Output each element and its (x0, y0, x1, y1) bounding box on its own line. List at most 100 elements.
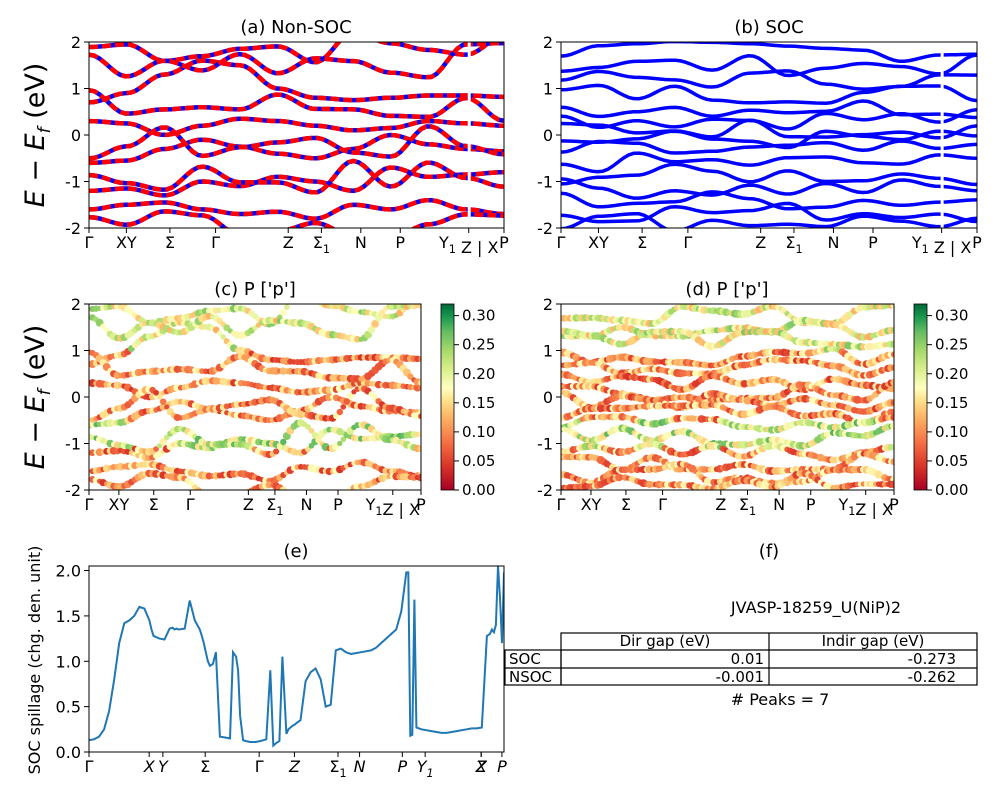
panel-c-y-tick-label: 1 (71, 342, 81, 361)
panel-c-point (379, 309, 386, 316)
panel-e-x-tick-label: Σ (200, 757, 210, 776)
panel-e-title: (e) (283, 541, 308, 562)
panel-a-band (89, 209, 504, 228)
panel-c-point (417, 445, 421, 453)
panel-d-x-tick-label: Γ (658, 495, 667, 514)
panel-d-x-tick-label: Σ1 (739, 495, 756, 518)
panel-a-band (89, 116, 504, 138)
panel-c-point (277, 444, 283, 450)
panel-c-point (417, 304, 421, 309)
panel-e-y-tick-label: 0.5 (56, 698, 81, 717)
panel-d-x-tick-label: Σ (621, 495, 631, 514)
panel-c-point (279, 309, 287, 316)
panel-d-point (890, 399, 894, 407)
panel-c-point (337, 440, 343, 447)
panel-c-point (206, 493, 212, 499)
panel-b-y-tick-label: 2 (543, 33, 553, 52)
panel-c-point (301, 291, 309, 299)
panel-d-point (891, 444, 894, 451)
panel-b-x-tick-label: Y1 Z | X (911, 233, 972, 257)
gap-table-nsoc-dir: -0.001 (716, 668, 764, 686)
panel-e-x-tick-label: Σ1 (329, 757, 346, 780)
panel-d-x-tick-label: Y1Z | X (837, 495, 892, 519)
panel-d-x-tick-label: Γ (557, 495, 566, 514)
panel-c-y-tick-label: 2 (71, 295, 81, 314)
panel-b-x-tick-label: Σ (637, 233, 647, 252)
gap-table-header-dir: Dir gap (eV) (620, 632, 711, 650)
gap-table-row-label-soc: SOC (509, 650, 541, 668)
panel-e-x-axis: Γ X Y Σ Γ Z Σ1 N P Y1 ZX P (85, 752, 507, 780)
panel-c-point (322, 496, 330, 504)
panel-a-band-soc-overlay (89, 87, 504, 124)
panel-e-x-tick-label: N (354, 757, 366, 776)
panel-e-x-tick-label: Γ (255, 757, 264, 776)
panel-b-y-tick-label: 1 (543, 80, 553, 99)
panel-c-point (298, 292, 304, 298)
panel-a-x-tick-label: P (499, 233, 509, 252)
panel-a-title: (a) Non-SOC (240, 17, 351, 38)
panel-a-x-tick-label: Γ (85, 233, 94, 252)
panel-d-point (890, 480, 894, 489)
panel-d-point (891, 364, 894, 371)
panel-d-colorbar-tick-label: 0.00 (935, 481, 968, 499)
panel-a-x-tick-label: P (395, 233, 405, 252)
panel-d-colorbar (913, 303, 928, 491)
panel-b-x-tick-label: Z (755, 233, 766, 252)
panel-c-colorbar-tick-label: 0.10 (462, 423, 495, 441)
panel-c-y-tick-label: 0 (71, 388, 81, 407)
panel-b-band (561, 83, 977, 105)
panel-c-point (216, 492, 224, 500)
panel-c-point (220, 492, 227, 499)
peaks-count: # Peaks = 7 (731, 690, 830, 709)
gap-table: Dir gap (eV) Indir gap (eV) SOC NSOC 0.0… (504, 632, 978, 686)
panel-d-y-axis: -2 -1 0 1 2 (537, 295, 561, 500)
panel-c-point (159, 398, 167, 405)
panel-c-point (164, 404, 170, 410)
panel-c-point (315, 436, 322, 444)
panel-a-band (89, 42, 504, 80)
panel-c-point (417, 384, 421, 391)
panel-d-point (890, 340, 894, 348)
panel-b-y-tick-label: -1 (537, 173, 553, 192)
panel-b-y-tick-label: 0 (543, 126, 553, 145)
panel-c-colorbar-tick-label: 0.00 (462, 481, 495, 499)
panel-c-point (326, 497, 332, 503)
panel-d-x-tick-label: P (806, 495, 816, 514)
panel-e-y-tick-label: 2.0 (56, 562, 81, 581)
panel-e-x-tick-label: Z (475, 757, 488, 776)
panel-a-band (89, 132, 504, 166)
panel-c-point (418, 431, 421, 437)
panel-c-x-tick-label: Σ1 (266, 495, 283, 518)
panel-c-point (305, 446, 311, 453)
panel-c-point (202, 492, 210, 500)
panel-c-x-tick-label: N (300, 495, 312, 514)
panel-a-band (89, 58, 504, 105)
panel-d-x-tick-label: Z (715, 495, 726, 514)
panel-c-point (371, 320, 379, 328)
panel-f-title: (f) (759, 541, 779, 562)
panel-c-point (228, 491, 233, 496)
panel-b-y-axis: -2 -1 0 1 2 (537, 33, 561, 238)
panel-b-band (561, 211, 977, 228)
panel-e-x-tick-label: Y1 (417, 757, 434, 780)
panel-a-band (89, 158, 504, 195)
panel-a-x-tick-label: Σ1 (313, 233, 330, 256)
panel-c-colorbar-tick-label: 0.15 (462, 394, 495, 412)
panel-a-path-break (467, 42, 471, 228)
panel-b-title: (b) SOC (734, 17, 803, 38)
panel-b-band (561, 177, 977, 200)
panel-c-point (414, 296, 421, 303)
panel-c-point (235, 489, 239, 490)
panel-c-point (231, 491, 237, 497)
panel-c-point (340, 404, 347, 410)
panel-b-x-tick-label: P (972, 233, 982, 252)
panel-c-y-axis: -2 -1 0 1 2 (65, 295, 89, 500)
panel-c-point (367, 326, 376, 334)
panel-a-y-tick-label: -2 (65, 219, 81, 238)
panel-a-x-tick-label: Z (283, 233, 294, 252)
energy-axis-label-bottom: E − Ef (eV) (20, 325, 55, 470)
panel-c-point (280, 438, 287, 446)
panel-a-band (89, 197, 504, 221)
